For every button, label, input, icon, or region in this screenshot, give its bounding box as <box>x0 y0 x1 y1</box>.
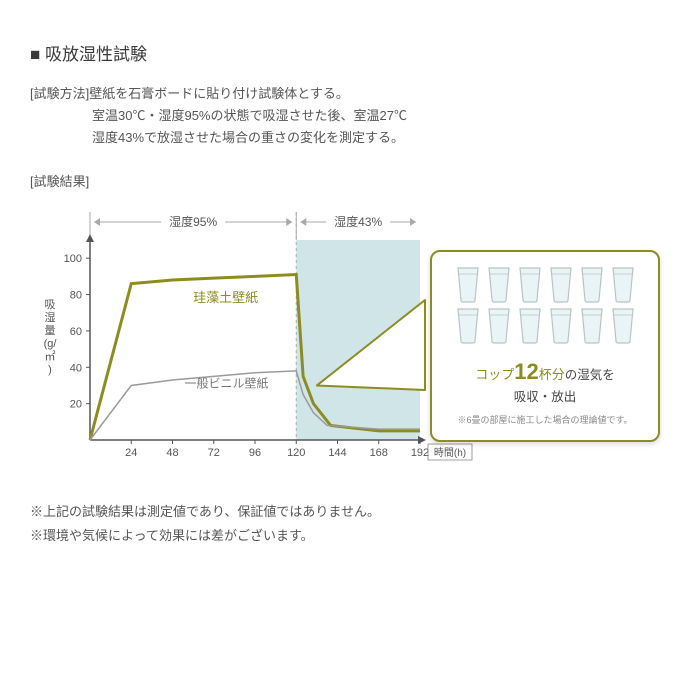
method-line2: 室温30℃・湿度95%の状態で吸湿させた後、室温27℃ <box>92 105 670 127</box>
svg-text:60: 60 <box>70 326 82 338</box>
chart-container: 湿度95% 湿度43% 20 40 60 80 100 24 48 72 96 120 144 168 19… <box>30 200 650 480</box>
svg-text:湿度95%: 湿度95% <box>169 214 217 229</box>
note-2: ※環境や気候によって効果には差がございます。 <box>30 524 670 547</box>
method-line1: 壁紙を石膏ボードに貼り付け試験体とする。 <box>89 86 349 101</box>
callout-box: コップ12杯分の湿気を 吸収・放出 ※6畳の部屋に施工した場合の理論値です。 <box>430 250 660 442</box>
svg-text:一般ビニル壁紙: 一般ビニル壁紙 <box>185 376 269 391</box>
method-line3: 湿度43%で放湿させた場合の重さの変化を測定する。 <box>92 127 670 149</box>
callout-prefix: コップ <box>475 367 514 382</box>
callout-tail: の湿気を <box>565 368 615 382</box>
svg-text:100: 100 <box>64 253 82 265</box>
footnotes: ※上記の試験結果は測定値であり、保証値ではありません。 ※環境や気候によって効果… <box>30 500 670 547</box>
svg-text:吸湿量(g/㎡): 吸湿量(g/㎡) <box>44 299 58 376</box>
callout-line2: 吸収・放出 <box>514 390 577 404</box>
callout-note: ※6畳の部屋に施工した場合の理論値です。 <box>442 413 648 426</box>
svg-text:時間(h): 時間(h) <box>434 447 466 459</box>
test-method: [試験方法]壁紙を石膏ボードに貼り付け試験体とする。 室温30℃・湿度95%の状… <box>30 83 670 149</box>
svg-text:120: 120 <box>287 447 305 459</box>
callout-number: 12 <box>514 359 538 384</box>
svg-text:80: 80 <box>70 290 82 302</box>
method-label: [試験方法] <box>30 83 89 105</box>
svg-text:20: 20 <box>70 399 82 411</box>
callout-suffix: 杯分 <box>539 367 565 382</box>
svg-text:192: 192 <box>411 447 429 459</box>
svg-text:72: 72 <box>208 447 220 459</box>
callout-text: コップ12杯分の湿気を 吸収・放出 <box>442 355 648 407</box>
svg-text:24: 24 <box>125 447 137 459</box>
svg-text:168: 168 <box>370 447 388 459</box>
result-label: [試験結果] <box>30 171 670 190</box>
svg-text:40: 40 <box>70 363 82 375</box>
svg-text:48: 48 <box>166 447 178 459</box>
svg-text:湿度43%: 湿度43% <box>334 214 382 229</box>
svg-text:珪藻土壁紙: 珪藻土壁紙 <box>193 290 258 305</box>
svg-text:96: 96 <box>249 447 261 459</box>
section-title: ■ 吸放湿性試験 <box>30 40 670 65</box>
note-1: ※上記の試験結果は測定値であり、保証値ではありません。 <box>30 500 670 523</box>
cup-icons <box>442 266 648 345</box>
svg-text:144: 144 <box>328 447 346 459</box>
